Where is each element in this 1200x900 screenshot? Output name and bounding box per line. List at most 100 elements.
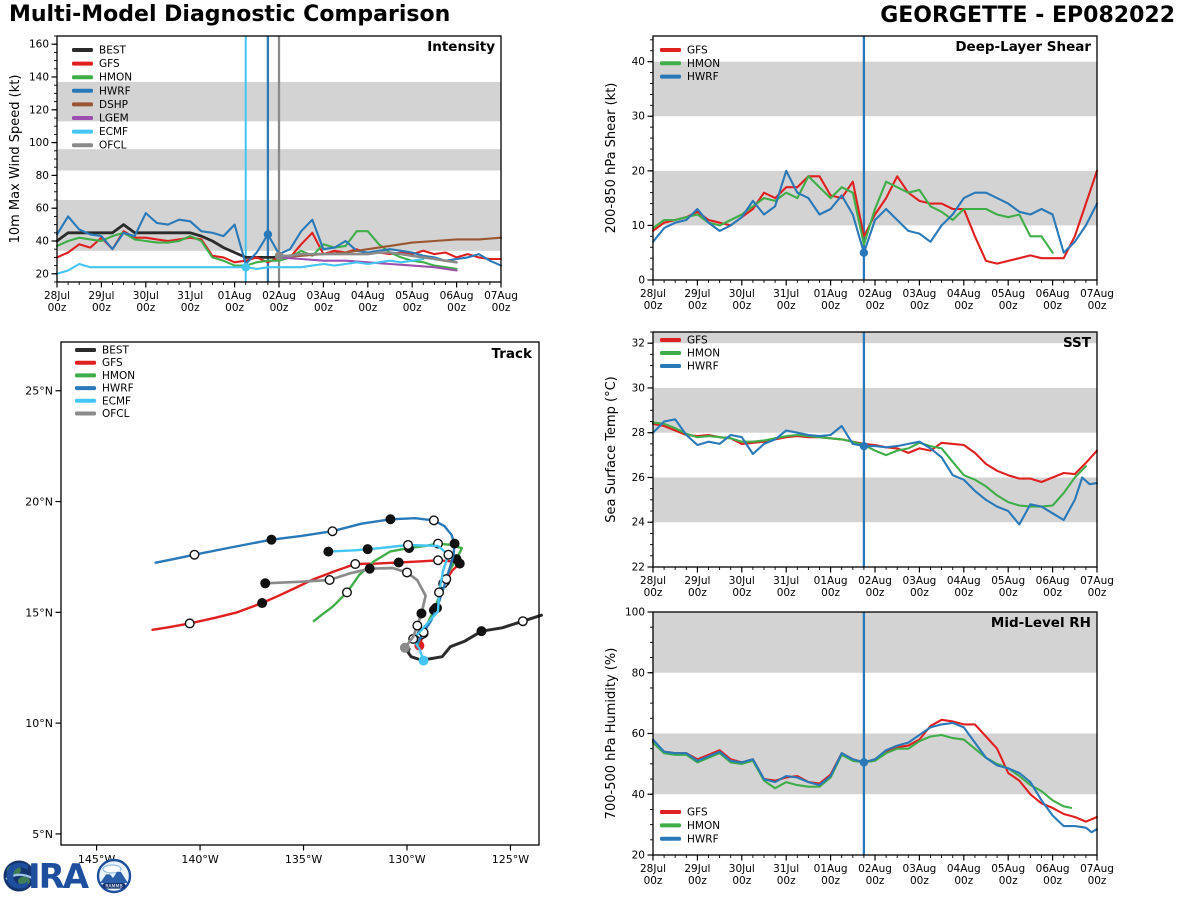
init-dot-hwrf [859, 758, 869, 767]
series-hwrf [651, 169, 1099, 254]
svg-text:HWRF: HWRF [102, 383, 134, 395]
svg-text:00z: 00z [48, 302, 67, 314]
svg-text:30Jul: 30Jul [729, 288, 755, 300]
svg-text:00z: 00z [358, 302, 377, 314]
svg-text:03Aug: 03Aug [902, 575, 936, 587]
svg-text:OFCL: OFCL [99, 140, 127, 152]
svg-text:06Aug: 06Aug [1036, 863, 1070, 875]
svg-text:140°W: 140°W [181, 853, 218, 866]
series-ofcl [277, 251, 458, 264]
svg-text:ECMF: ECMF [99, 126, 128, 138]
svg-text:120: 120 [29, 104, 49, 116]
position-marker-open [403, 539, 414, 550]
svg-text:26: 26 [632, 472, 646, 484]
panel-label: Track [492, 346, 533, 362]
svg-text:130°W: 130°W [388, 853, 425, 866]
category-band [653, 387, 1097, 433]
svg-text:00z: 00z [688, 875, 707, 887]
svg-text:BEST: BEST [102, 345, 130, 357]
svg-text:00z: 00z [1043, 300, 1062, 312]
svg-text:07Aug: 07Aug [1080, 575, 1114, 587]
svg-text:00z: 00z [1088, 587, 1107, 599]
svg-text:04Aug: 04Aug [947, 288, 981, 300]
svg-text:07Aug: 07Aug [1080, 288, 1114, 300]
svg-text:00z: 00z [999, 300, 1018, 312]
svg-text:00z: 00z [732, 300, 751, 312]
init-dot-hwrf [263, 230, 273, 239]
position-marker-open [412, 620, 423, 631]
svg-text:02Aug: 02Aug [858, 288, 892, 300]
legend-swatch-ecmf [72, 129, 93, 134]
svg-text:00z: 00z [999, 587, 1018, 599]
legend-swatch-ecmf [75, 398, 96, 403]
svg-text:00z: 00z [910, 875, 929, 887]
storm-id-title: GEORGETTE - EP082022 [880, 3, 1175, 28]
svg-text:00z: 00z [225, 302, 244, 314]
svg-text:01Aug: 01Aug [218, 290, 252, 302]
panel-rh: 28Jul00z29Jul00z30Jul00z31Jul00z01Aug00z… [604, 607, 1114, 888]
legend-swatch-hmon [660, 61, 681, 66]
position-marker-open [517, 616, 528, 627]
svg-text:125°W: 125°W [492, 853, 529, 866]
position-marker-open [443, 549, 454, 560]
svg-text:00z: 00z [1043, 875, 1062, 887]
legend-swatch-hwrf [660, 836, 681, 841]
svg-text:28: 28 [632, 427, 645, 439]
svg-text:30Jul: 30Jul [729, 863, 755, 875]
svg-text:22: 22 [632, 562, 645, 574]
position-marker-open [341, 587, 352, 598]
svg-text:00z: 00z [777, 875, 796, 887]
svg-text:29Jul: 29Jul [684, 288, 710, 300]
svg-text:00z: 00z [954, 300, 973, 312]
legend-swatch-hmon [72, 75, 93, 80]
svg-text:00z: 00z [821, 587, 840, 599]
panel-shear: 28Jul00z29Jul00z30Jul00z31Jul00z01Aug00z… [604, 35, 1114, 312]
legend-swatch-gfs [660, 338, 681, 342]
y-axis-label: 200-850 hPa Shear (kt) [604, 83, 619, 234]
legend-swatch-hmon [660, 823, 681, 828]
svg-text:60: 60 [36, 203, 49, 215]
svg-text:30: 30 [632, 382, 645, 394]
svg-text:GFS: GFS [687, 335, 708, 347]
svg-text:00z: 00z [1088, 300, 1107, 312]
svg-text:LGEM: LGEM [99, 113, 129, 125]
cira-rammb-logo: CIRA RAMMB [2, 851, 162, 900]
svg-text:01Aug: 01Aug [814, 575, 848, 587]
svg-text:28Jul: 28Jul [640, 863, 666, 875]
svg-text:00z: 00z [821, 300, 840, 312]
svg-text:60: 60 [632, 728, 645, 740]
category-band [653, 170, 1097, 226]
svg-text:HMON: HMON [99, 72, 132, 84]
series-hmon [651, 175, 1054, 254]
y-axis-label: Sea Surface Temp (°C) [604, 376, 619, 523]
svg-text:00z: 00z [688, 300, 707, 312]
series-lgem [277, 256, 458, 272]
category-band [653, 477, 1097, 523]
svg-text:5°N: 5°N [32, 828, 53, 841]
svg-text:00z: 00z [777, 300, 796, 312]
svg-text:HMON: HMON [687, 820, 720, 832]
svg-text:GFS: GFS [99, 58, 120, 70]
svg-text:31Jul: 31Jul [773, 575, 799, 587]
panel-intensity: 28Jul00z29Jul00z30Jul00z31Jul00z01Aug00z… [8, 35, 518, 314]
legend-swatch-hwrf [660, 74, 681, 79]
svg-text:135°W: 135°W [285, 853, 322, 866]
svg-text:04Aug: 04Aug [947, 863, 981, 875]
svg-text:31Jul: 31Jul [773, 863, 799, 875]
y-axis-label: 10m Max Wind Speed (kt) [8, 75, 23, 244]
svg-text:GFS: GFS [102, 357, 123, 369]
legend-swatch-hwrf [75, 386, 96, 391]
position-marker-open [401, 567, 412, 578]
svg-text:HMON: HMON [687, 58, 720, 70]
legend-swatch-gfs [660, 810, 681, 814]
svg-text:00z: 00z [1043, 587, 1062, 599]
svg-text:03Aug: 03Aug [306, 290, 340, 302]
svg-text:32: 32 [632, 338, 645, 350]
svg-text:00z: 00z [644, 300, 663, 312]
position-marker-open [350, 559, 361, 570]
series-gfs [651, 169, 1099, 265]
svg-text:HWRF: HWRF [687, 361, 719, 373]
position-marker-filled [323, 546, 334, 557]
